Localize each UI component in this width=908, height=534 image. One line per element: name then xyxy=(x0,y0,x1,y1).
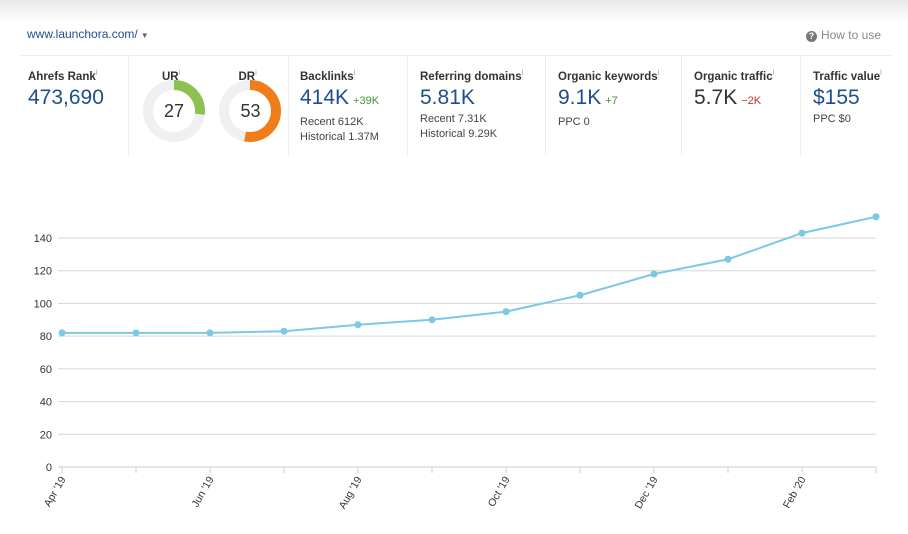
info-icon[interactable]: i xyxy=(178,68,181,77)
organic-keywords-delta: +7 xyxy=(605,94,618,107)
how-to-use-link[interactable]: ? How to use xyxy=(805,28,881,42)
info-icon[interactable]: i xyxy=(521,68,524,77)
organic-keywords-value[interactable]: 9.1K xyxy=(558,85,602,109)
top-bar xyxy=(0,0,908,22)
organic-keywords-card: Organic keywordsi 9.1K +7 PPC 0 xyxy=(546,56,682,155)
info-icon[interactable]: i xyxy=(657,68,660,77)
x-tick-label: Apr '19 xyxy=(42,474,69,509)
target-url-dropdown[interactable]: www.launchora.com/▼ xyxy=(27,27,149,41)
data-point[interactable] xyxy=(206,329,214,337)
data-point[interactable] xyxy=(354,321,362,329)
how-to-use-text: How to use xyxy=(820,28,881,42)
metrics-bar: Ahrefs Ranki 473,690 URi 27 DRi 53 Backl… xyxy=(20,55,892,155)
rating-card: URi 27 DRi 53 xyxy=(129,56,289,155)
x-tick-label: Aug '19 xyxy=(337,474,365,511)
organic-traffic-label: Organic traffic xyxy=(694,70,773,83)
data-point[interactable] xyxy=(872,213,880,221)
traffic-line-chart: 0 20 40 60 80 100 120 140 Apr '19 Jun '19 Aug '19 O… xyxy=(34,213,880,511)
backlinks-historical: Historical 1.37M xyxy=(300,130,379,143)
ur-gauge-arc xyxy=(143,80,205,142)
organic-traffic-delta: −2K xyxy=(741,94,762,107)
url-text: www.launchora.com/ xyxy=(27,27,138,41)
y-tick-label: 60 xyxy=(40,364,52,376)
y-tick-label: 20 xyxy=(40,429,52,441)
data-point[interactable] xyxy=(576,291,584,299)
info-icon[interactable]: i xyxy=(255,68,257,77)
dr-label: DR xyxy=(238,70,256,83)
y-tick-label: 80 xyxy=(40,331,52,343)
info-icon[interactable]: i xyxy=(772,68,775,77)
backlinks-value[interactable]: 414K xyxy=(300,85,350,109)
data-point[interactable] xyxy=(724,255,732,263)
referring-domains-historical: Historical 9.29K xyxy=(420,127,498,140)
info-icon[interactable]: i xyxy=(353,68,356,77)
data-point[interactable] xyxy=(798,229,806,237)
y-tick-label: 0 xyxy=(46,462,52,474)
organic-traffic-card: Organic traffici 5.7K −2K xyxy=(682,56,801,155)
traffic-value-ppc: PPC $0 xyxy=(813,112,851,125)
chevron-down-icon: ▼ xyxy=(140,31,149,40)
traffic-value-value[interactable]: $155 xyxy=(813,85,860,109)
referring-domains-card: Referring domainsi 5.81K Recent 7.31K Hi… xyxy=(408,56,546,155)
data-point[interactable] xyxy=(502,308,510,316)
data-point[interactable] xyxy=(132,329,140,337)
traffic-value-card: Traffic valuei $155 PPC $0 xyxy=(801,56,892,155)
referring-domains-recent: Recent 7.31K xyxy=(420,112,487,125)
series-line xyxy=(62,215,877,334)
data-point[interactable] xyxy=(58,329,66,337)
y-tick-label: 40 xyxy=(40,397,52,409)
info-icon[interactable]: i xyxy=(95,68,98,77)
referring-domains-label: Referring domains xyxy=(420,70,522,83)
dr-gauge: DRi 53 xyxy=(217,68,287,148)
y-tick-label: 100 xyxy=(34,298,52,310)
ur-gauge: URi 27 xyxy=(141,68,211,148)
info-icon[interactable]: i xyxy=(880,68,882,77)
data-point[interactable] xyxy=(650,270,658,278)
backlinks-recent: Recent 612K xyxy=(300,115,364,128)
organic-keywords-label: Organic keywords xyxy=(558,70,658,83)
dr-gauge-arc xyxy=(219,80,282,142)
data-point[interactable] xyxy=(428,316,436,324)
ahrefs-rank-label: Ahrefs Ranki xyxy=(28,68,98,83)
ahrefs-rank-card: Ahrefs Ranki 473,690 xyxy=(20,56,129,155)
ahrefs-rank-value: 473,690 xyxy=(28,85,104,109)
backlinks-delta: +39K xyxy=(353,94,380,107)
ur-label: UR xyxy=(162,70,179,83)
ur-value: 27 xyxy=(163,101,185,121)
backlinks-label: Backlinks xyxy=(300,70,354,83)
question-icon: ? xyxy=(805,31,817,42)
x-tick-label: Jun '19 xyxy=(189,474,216,509)
y-tick-label: 140 xyxy=(34,233,52,245)
dr-value: 53 xyxy=(240,101,261,121)
x-tick-label: Dec '19 xyxy=(633,474,661,511)
y-tick-label: 120 xyxy=(34,266,52,278)
data-point[interactable] xyxy=(280,327,288,335)
organic-keywords-ppc: PPC 0 xyxy=(558,115,590,128)
x-tick-label: Oct '19 xyxy=(486,474,513,509)
x-tick-label: Feb '20 xyxy=(781,474,809,510)
organic-traffic-value[interactable]: 5.7K xyxy=(694,85,738,109)
traffic-value-label: Traffic value xyxy=(813,70,881,83)
backlinks-card: Backlinksi 414K +39K Recent 612K Historic… xyxy=(289,56,408,155)
referring-domains-value[interactable]: 5.81K xyxy=(420,85,475,109)
